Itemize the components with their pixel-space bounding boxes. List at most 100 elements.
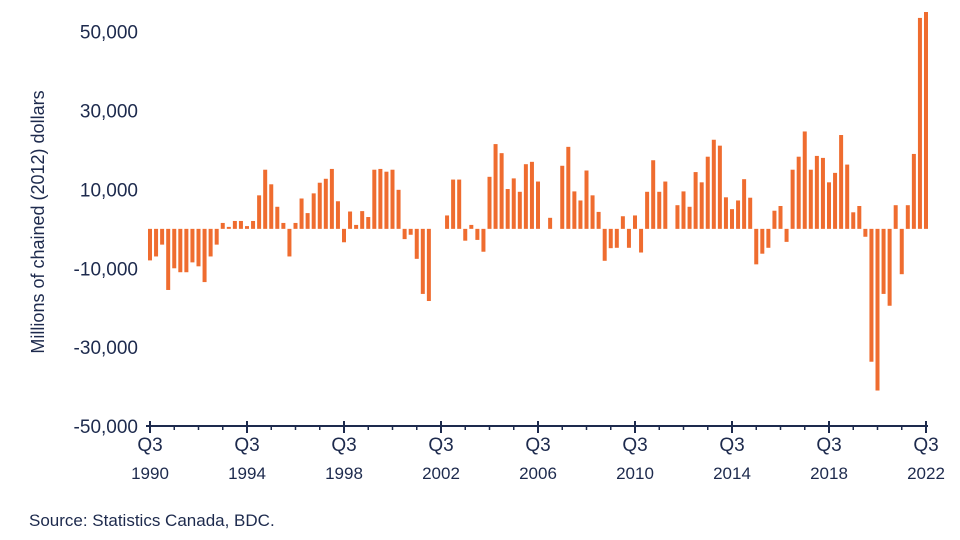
bar <box>851 212 856 229</box>
bar <box>299 198 304 229</box>
source-note: Source: Statistics Canada, BDC. <box>29 511 275 530</box>
bar <box>717 145 722 229</box>
y-tick-label: -10,000 <box>74 259 138 280</box>
bar <box>281 222 286 229</box>
bar <box>511 178 516 229</box>
bar <box>360 211 365 229</box>
y-tick-label: 10,000 <box>80 180 138 201</box>
bar <box>784 228 789 242</box>
bar <box>451 179 456 229</box>
bar <box>639 228 644 253</box>
bar <box>905 205 910 229</box>
bar <box>614 228 619 248</box>
bar <box>645 191 650 229</box>
bar <box>160 228 165 245</box>
bar <box>742 179 747 229</box>
bar <box>469 224 474 229</box>
bar <box>226 226 231 229</box>
bar <box>548 217 553 229</box>
bar <box>293 222 298 229</box>
bar <box>778 205 783 229</box>
bar <box>833 172 838 229</box>
bar <box>590 195 595 229</box>
bar <box>893 205 898 229</box>
bar <box>148 228 152 261</box>
bar <box>711 139 716 229</box>
bar <box>924 12 928 229</box>
bar <box>202 228 207 283</box>
bar <box>323 178 328 229</box>
x-tick-quarter-label: Q3 <box>816 435 841 456</box>
bar <box>238 220 243 229</box>
bar <box>384 171 389 229</box>
bar <box>917 17 922 229</box>
bar <box>335 201 340 229</box>
x-tick-year-label: 1998 <box>325 464 363 483</box>
bar <box>378 168 383 229</box>
bar <box>499 153 504 229</box>
bar <box>820 157 825 229</box>
x-tick-quarter-label: Q3 <box>525 435 550 456</box>
bar <box>881 228 886 294</box>
bar <box>633 215 637 229</box>
bar <box>827 182 831 229</box>
bar <box>208 228 213 257</box>
x-tick-quarter-label: Q3 <box>428 435 453 456</box>
bar <box>390 169 395 229</box>
x-tick-year-label: 2014 <box>713 464 751 483</box>
bar <box>251 220 256 229</box>
bar <box>875 228 880 391</box>
bar <box>730 209 734 229</box>
bar <box>523 164 528 229</box>
bar <box>354 224 359 229</box>
bar <box>287 228 292 257</box>
bar <box>663 181 668 229</box>
bar <box>445 215 450 229</box>
x-tick-quarter-label: Q3 <box>234 435 259 456</box>
y-tick-label: 50,000 <box>80 23 138 44</box>
bar <box>190 228 195 263</box>
bar <box>493 144 498 229</box>
x-tick-year-label: 2022 <box>907 464 945 483</box>
bar <box>481 228 486 252</box>
bar <box>693 172 698 229</box>
bar <box>796 156 801 229</box>
bar <box>536 181 540 229</box>
bar <box>196 228 201 267</box>
x-tick-year-label: 2006 <box>519 464 557 483</box>
bar <box>651 160 656 229</box>
bar <box>808 169 813 229</box>
bar <box>366 217 371 229</box>
bar <box>166 228 171 290</box>
bar <box>863 228 868 237</box>
bar <box>760 228 765 254</box>
bar <box>790 169 795 229</box>
bar <box>232 220 237 229</box>
bar <box>463 228 468 241</box>
bar <box>687 206 692 229</box>
bar <box>305 213 310 229</box>
bar <box>572 191 577 229</box>
bar <box>329 168 334 229</box>
bar <box>505 189 510 229</box>
bar <box>887 228 892 306</box>
x-tick-quarter-label: Q3 <box>137 435 162 456</box>
x-tick-quarter-label: Q3 <box>331 435 356 456</box>
bar <box>342 228 346 243</box>
bar <box>802 131 807 229</box>
bar <box>517 191 522 229</box>
bar <box>220 222 225 229</box>
x-tick-year-label: 1990 <box>131 464 169 483</box>
bar <box>457 179 462 229</box>
bar <box>372 169 377 229</box>
bar <box>869 228 874 362</box>
bar <box>814 155 819 229</box>
bar <box>723 197 728 229</box>
bar <box>184 228 189 273</box>
bar <box>626 228 631 248</box>
bar <box>426 228 431 302</box>
bar <box>311 193 316 229</box>
bar <box>269 184 274 229</box>
